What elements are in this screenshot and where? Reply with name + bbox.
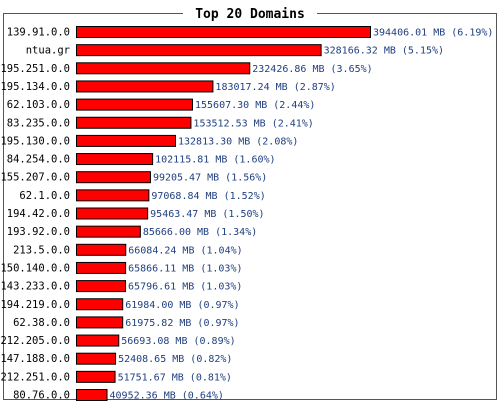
category-label: 193.92.0.0 [7,226,70,238]
value-label: 394406.01 MB (6.19%) [373,28,493,39]
bar [76,298,124,311]
value-label: 61984.00 MB (0.97%) [125,300,239,311]
category-label: 62.38.0.0 [13,317,70,329]
bar [76,243,127,256]
category-label: 150.140.0.0 [0,262,70,274]
bar [76,280,127,293]
bar [76,62,251,75]
category-label: 213.5.0.0 [13,244,70,256]
value-label: 183017.24 MB (2.87%) [215,82,335,93]
category-label: 212.251.0.0 [0,371,70,383]
value-label: 66084.24 MB (1.04%) [128,245,242,256]
value-label: 102115.81 MB (1.60%) [155,155,275,166]
bar [76,26,371,38]
value-label: 65866.11 MB (1.03%) [128,263,242,274]
bar [76,134,177,147]
value-label: 51751.67 MB (0.81%) [118,372,232,383]
category-label: ntua.gr [26,45,70,57]
category-label: 80.76.0.0 [13,390,70,402]
value-label: 99205.47 MB (1.56%) [153,173,267,184]
bar [76,261,127,274]
bar [76,316,124,329]
category-label: 62.1.0.0 [19,190,70,202]
chart-title-background [183,5,317,22]
category-label: 194.219.0.0 [0,299,70,311]
chart-title: Top 20 Domains [195,7,305,22]
value-label: 56693.08 MB (0.89%) [121,336,235,347]
bar [76,44,322,57]
value-label: 65796.61 MB (1.03%) [128,282,242,293]
value-label: 155607.30 MB (2.44%) [195,100,315,111]
category-label: 212.205.0.0 [0,335,70,347]
category-label: 147.188.0.0 [0,353,70,365]
bar [76,153,154,166]
category-label: 83.235.0.0 [7,117,70,129]
bar [76,171,151,184]
bar [76,207,149,220]
value-label: 153512.53 MB (2.41%) [193,118,313,129]
category-label: 62.103.0.0 [7,99,70,111]
value-label: 85666.00 MB (1.34%) [143,227,257,238]
category-label: 139.91.0.0 [7,27,70,39]
bar [76,352,117,365]
bar [76,225,141,238]
category-label: 195.251.0.0 [0,63,70,75]
value-label: 52408.65 MB (0.82%) [118,354,232,365]
bar [76,189,150,202]
value-label: 232426.86 MB (3.65%) [252,64,372,75]
category-label: 155.207.0.0 [0,172,70,184]
value-label: 40952.36 MB (0.64%) [110,391,224,402]
bar [76,98,193,111]
value-label: 132813.30 MB (2.08%) [178,136,298,147]
value-label: 328166.32 MB (5.15%) [324,46,444,57]
category-label: 84.254.0.0 [7,154,70,166]
bar [76,116,192,129]
bar [76,370,116,383]
bars-group: 139.91.0.0 394406.01 MB (6.19%) ntua.gr 328… [0,26,493,402]
bar [76,80,214,93]
bar [76,389,108,401]
bar [76,334,120,347]
value-label: 97068.84 MB (1.52%) [151,191,265,202]
category-label: 195.130.0.0 [0,135,70,147]
category-label: 143.233.0.0 [0,281,70,293]
value-label: 61975.82 MB (0.97%) [125,318,239,329]
category-label: 194.42.0.0 [7,208,70,220]
value-label: 95463.47 MB (1.50%) [150,209,264,220]
category-label: 195.134.0.0 [0,81,70,93]
